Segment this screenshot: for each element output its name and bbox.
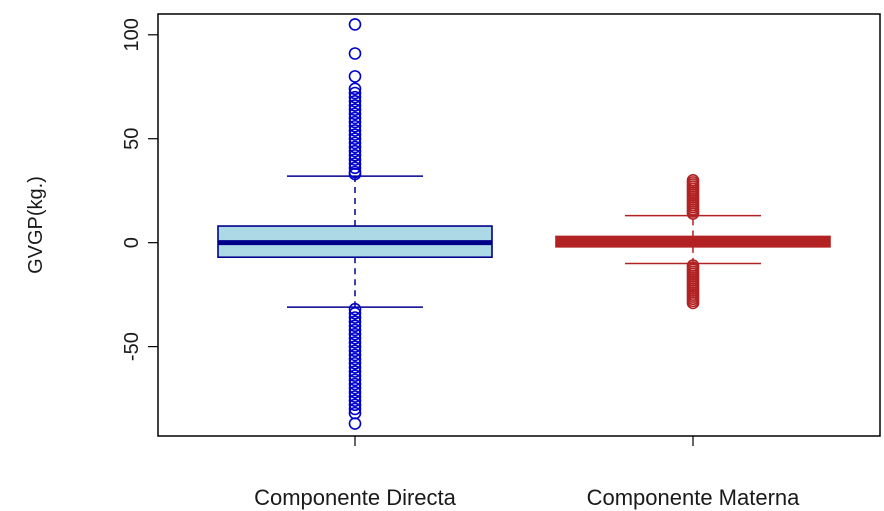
outlier-point — [348, 323, 362, 337]
outlier-point — [348, 111, 362, 125]
outlier-point — [348, 128, 362, 141]
outlier-point — [348, 327, 362, 341]
outlier-point — [348, 356, 362, 370]
outlier-point — [348, 144, 362, 158]
outlier-point — [348, 331, 362, 345]
outlier-point — [348, 140, 362, 154]
outlier-point — [348, 307, 362, 320]
outlier-point — [348, 124, 362, 137]
outlier-point — [348, 402, 362, 416]
outlier-point — [348, 302, 362, 316]
outlier-point — [348, 107, 362, 121]
outlier-point — [348, 90, 362, 104]
outlier-point — [348, 99, 362, 112]
outlier-point — [686, 207, 700, 220]
outlier-point — [348, 18, 362, 31]
outlier-point — [348, 82, 362, 96]
outlier-point — [348, 161, 362, 175]
outlier-point — [348, 386, 362, 399]
outlier-point — [348, 398, 362, 412]
outlier-point — [348, 119, 362, 133]
outlier-point — [348, 311, 362, 324]
x-category-label: Componente Directa — [254, 485, 457, 510]
outlier-point — [348, 348, 362, 362]
outlier-point — [348, 149, 362, 162]
outlier-point — [348, 336, 362, 349]
y-axis-title: GVGP(kg.) — [25, 176, 47, 274]
y-axis: 100 50 0 -50 — [121, 18, 158, 361]
outlier-point — [348, 417, 362, 430]
outlier-point — [348, 373, 362, 387]
plot-frame — [157, 13, 881, 437]
outlier-point — [348, 86, 362, 100]
outlier-point — [348, 95, 362, 108]
outlier-point — [348, 390, 362, 403]
outlier-point — [348, 365, 362, 378]
y-tick-label: 100 — [121, 18, 143, 51]
box-group — [217, 18, 493, 430]
outlier-point — [348, 319, 362, 333]
outlier-point — [348, 361, 362, 374]
outlier-point — [348, 153, 362, 166]
outlier-point — [348, 132, 362, 146]
outlier-point — [348, 136, 362, 150]
y-tick-label: 50 — [121, 128, 143, 150]
outlier-point — [348, 167, 362, 181]
outlier-point — [348, 47, 362, 60]
y-tick-label: -50 — [121, 332, 143, 361]
y-tick-label: 0 — [121, 237, 143, 248]
outlier-point — [348, 381, 362, 395]
outlier-point — [348, 115, 362, 129]
outlier-point — [348, 103, 362, 116]
boxes — [217, 18, 831, 430]
outlier-point — [348, 315, 362, 328]
outlier-point — [348, 340, 362, 353]
box-group — [555, 174, 831, 310]
outlier-point — [348, 377, 362, 391]
outlier-point — [348, 70, 362, 83]
outlier-point — [348, 352, 362, 366]
outlier-point — [348, 344, 362, 358]
x-axis: Componente Directa Componente Materna — [254, 436, 800, 510]
outlier-point — [686, 296, 700, 310]
outlier-point — [348, 394, 362, 407]
outlier-point — [348, 369, 362, 383]
x-category-label: Componente Materna — [587, 485, 801, 510]
